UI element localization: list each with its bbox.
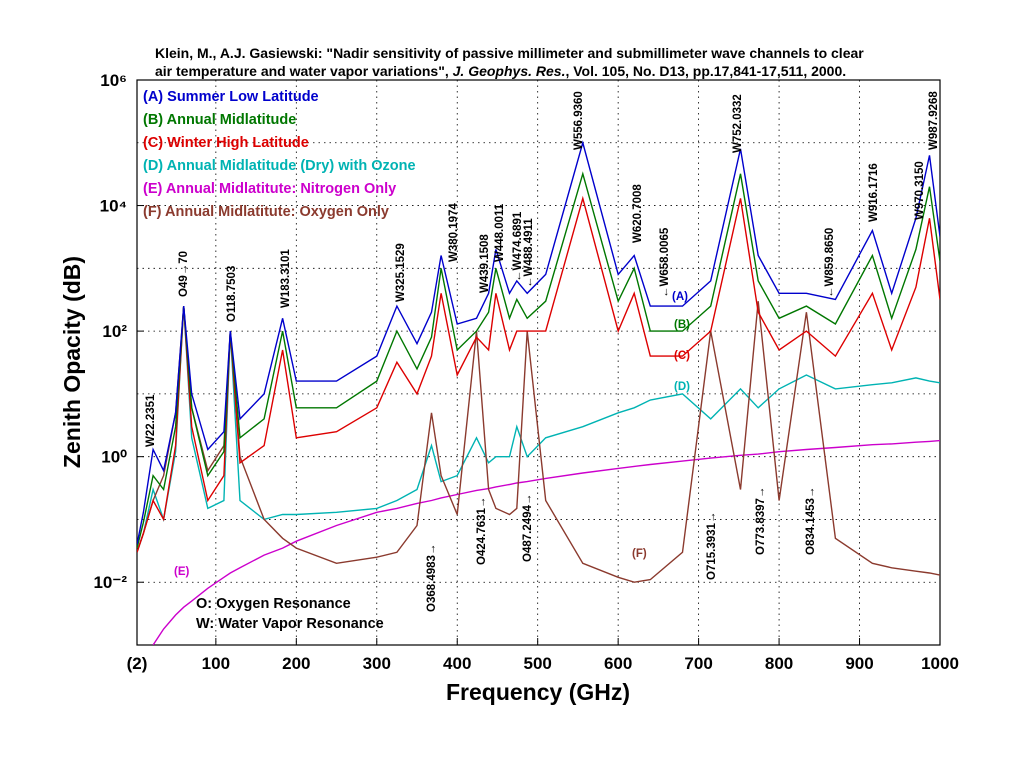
legend-entry: (B) Annual Midlatitude — [143, 112, 296, 128]
x-tick-label: 600 — [604, 654, 632, 673]
curve-label: (E) — [174, 566, 190, 578]
line-label: O49→70 — [178, 251, 190, 297]
line-label: ←W488.4911 — [523, 218, 535, 288]
line-label: O715.3931→ — [706, 512, 718, 580]
y-tick-label: 10² — [102, 322, 127, 341]
line-label: W380.1974 — [448, 203, 460, 262]
x-tick-label: 900 — [845, 654, 873, 673]
line-label: W916.1716 — [868, 163, 880, 222]
series-line — [137, 140, 940, 545]
line-label: O773.8397→ — [755, 487, 767, 555]
plot-area — [137, 140, 940, 645]
y-tick-label: 10⁰ — [101, 448, 127, 467]
x-tick-label: 300 — [363, 654, 391, 673]
x-tick-label: 800 — [765, 654, 793, 673]
title-part: J. Geophys. Res. — [453, 63, 566, 79]
series-line — [137, 301, 940, 583]
y-tick-label: 10⁴ — [100, 197, 127, 216]
line-label: W439.1508 — [479, 234, 491, 293]
legend-entry: (F) Annual Midlatitute: Oxygen Only — [143, 204, 389, 220]
line-label: W556.9360 — [573, 91, 585, 150]
line-label: O834.1453→ — [805, 487, 817, 555]
title-part: , Vol. 105, No. D13, pp.17,841-17,511, 2… — [565, 63, 846, 79]
y-axis-label: Zenith Opacity (dB) — [59, 256, 85, 468]
series-line — [137, 195, 940, 553]
x-axis-label: Frequency (GHz) — [446, 679, 630, 705]
curve-label: (C) — [674, 350, 690, 362]
line-label: W987.9268 — [928, 91, 940, 150]
line-label: W22.2351 — [145, 394, 157, 447]
series-line — [137, 306, 940, 553]
line-label: W752.0332 — [732, 94, 744, 153]
y-tick-label: 10⁻² — [93, 573, 127, 592]
curve-label: (D) — [674, 381, 690, 393]
line-label: W325.1529 — [395, 243, 407, 302]
line-label: O487.2494→ — [522, 494, 534, 562]
x-tick-label: 700 — [684, 654, 712, 673]
curve-label: (A) — [672, 291, 688, 303]
line-label: O424.7631→ — [476, 497, 488, 565]
line-label: ←W658.0065 — [659, 227, 671, 298]
line-label: W620.7008 — [632, 184, 644, 243]
y-tick-label: 10⁶ — [100, 71, 127, 90]
curve-label: (B) — [674, 319, 690, 331]
plot-frame — [136, 79, 941, 646]
series-line — [152, 439, 940, 645]
legend-entry: (E) Annual Midlatitute: Nitrogen Only — [143, 181, 396, 197]
line-label: ←W859.8650 — [824, 228, 836, 298]
series-line — [137, 171, 940, 549]
line-label: O368.4983→ — [426, 544, 438, 612]
x-tick-label: (2) — [127, 654, 148, 673]
line-label: W448.0011 — [494, 203, 506, 262]
curve-label: (F) — [632, 548, 647, 560]
line-label: W183.3101 — [280, 249, 292, 308]
x-tick-label: 400 — [443, 654, 471, 673]
chart-title: air temperature and water vapor variatio… — [155, 63, 846, 79]
x-tick-label: 1000 — [921, 654, 959, 673]
legend-entry: (D) Annual Midlatitude (Dry) with Ozone — [143, 158, 416, 174]
x-tick-label: 200 — [282, 654, 310, 673]
x-tick-label: 100 — [202, 654, 230, 673]
line-label: ←W474.6891 — [512, 211, 524, 282]
legend-entry: (A) Summer Low Latitude — [143, 89, 319, 105]
chart-title: Klein, M., A.J. Gasiewski: "Nadir sensit… — [155, 45, 864, 61]
line-label: W970.3150 — [914, 161, 926, 220]
note: W: Water Vapor Resonance — [196, 616, 384, 632]
note: O: Oxygen Resonance — [196, 596, 351, 612]
legend-entry: (C) Winter High Latitude — [143, 135, 309, 151]
line-label: O118.7503 — [226, 266, 238, 322]
title-part: air temperature and water vapor variatio… — [155, 63, 453, 79]
x-tick-label: 500 — [524, 654, 552, 673]
